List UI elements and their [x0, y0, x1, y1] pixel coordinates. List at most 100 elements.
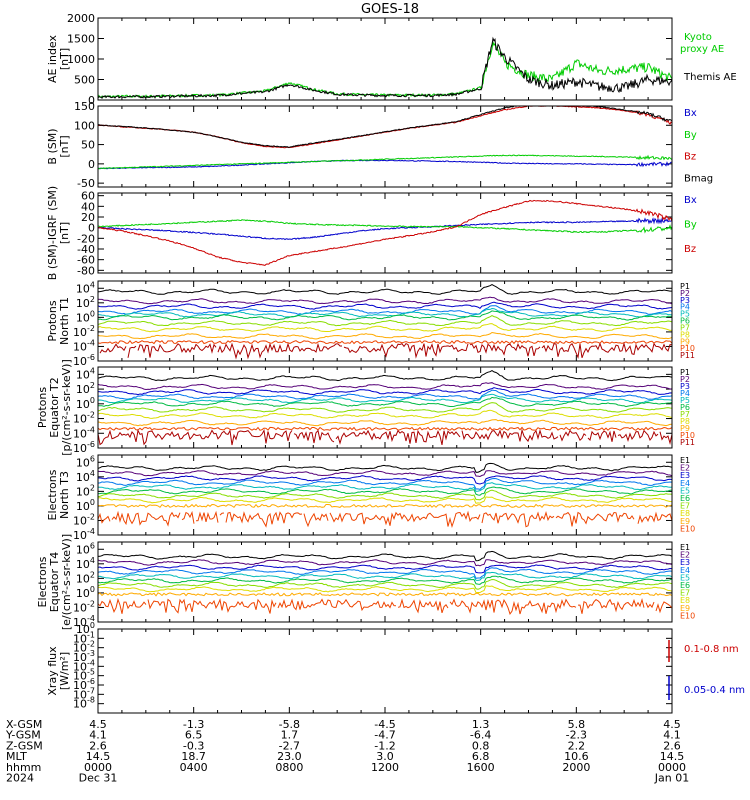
- legend-p7: P7: [680, 410, 690, 419]
- channel-line-p8: [98, 409, 672, 419]
- legend-e7: E7: [680, 502, 690, 511]
- y-axis-label: [nT]: [58, 222, 71, 244]
- legend-bz: Bz: [684, 244, 696, 255]
- channel-line-p7: [98, 402, 672, 413]
- y-tick-label: 20: [81, 211, 95, 224]
- ephemeris-value: 4.1: [663, 729, 681, 742]
- channel-line-e8: [98, 585, 672, 594]
- ephemeris-value: 1.3: [472, 718, 490, 731]
- ephemeris-value: 6.5: [185, 729, 203, 742]
- legend-p9: P9: [680, 424, 690, 433]
- ephemeris-value: -0.3: [183, 739, 204, 752]
- y-axis-label: B (SM)-IGRF (SM): [46, 186, 59, 280]
- y-tick-label: 10-3: [73, 649, 95, 664]
- y-tick-label: 100: [76, 396, 95, 411]
- legend-kyoto: Kyoto proxy AE: [680, 32, 724, 55]
- ephemeris-value: -6.4: [470, 729, 491, 742]
- legend-xray-1: 0.05-0.4 nm: [684, 685, 745, 696]
- series-lines: [98, 284, 672, 360]
- ephemeris-value: 23.0: [277, 750, 302, 763]
- panel-frame: [97, 366, 673, 449]
- channel-line-e1: [98, 462, 672, 473]
- y-tick-label: 100: [76, 309, 95, 324]
- legend-e5: E5: [680, 486, 690, 495]
- legend-by: By: [684, 220, 697, 231]
- panel-frame: [97, 454, 673, 536]
- legend-p3: P3: [680, 382, 690, 391]
- legend-e6: E6: [680, 581, 690, 590]
- ephemeris-value: 0800: [275, 761, 303, 774]
- legend-e3: E3: [680, 471, 690, 480]
- legend-p8: P8: [680, 417, 690, 426]
- channel-line-p1: [98, 370, 672, 382]
- legend-p5: P5: [680, 396, 690, 405]
- channel-line-p3: [98, 301, 672, 310]
- legend-bz: Bz: [684, 152, 696, 163]
- channel-line-p5: [98, 307, 672, 318]
- legend-e10: E10: [680, 611, 695, 620]
- y-tick-label: 10-4: [73, 527, 95, 542]
- y-tick-label: 10-4: [73, 614, 95, 629]
- y-tick-label: 10-8: [73, 696, 95, 711]
- legend-p1: P1: [680, 368, 690, 377]
- channel-line-e9: [98, 592, 672, 597]
- y-tick-label: 10-6: [73, 440, 95, 455]
- ephemeris-value: -4.5: [374, 718, 395, 731]
- legend-p11: P11: [680, 351, 695, 360]
- ephemeris-value: 14.5: [660, 750, 685, 763]
- y-tick-label: 106: [76, 454, 95, 469]
- legend-e4: E4: [680, 479, 690, 488]
- legend-xray-0: 0.1-0.8 nm: [684, 644, 739, 655]
- y-tick-label: 40: [81, 200, 95, 213]
- legend-p7: P7: [680, 323, 690, 332]
- legend-e3: E3: [680, 558, 690, 567]
- series-line-bz: [98, 199, 672, 266]
- legend-e10: E10: [680, 524, 695, 533]
- channel-line-p11: [99, 341, 672, 360]
- legend-p2: P2: [680, 375, 690, 384]
- y-axis-label: [p/(cm²-s-sr-keV)]: [60, 359, 73, 456]
- channel-line-e9: [98, 503, 672, 509]
- y-tick-label: 10-4: [73, 338, 95, 353]
- legend-e1: E1: [680, 543, 690, 552]
- y-tick-label: 102: [76, 381, 95, 396]
- channel-line-p5: [98, 393, 672, 404]
- y-axis-label: Xray flux: [46, 646, 59, 696]
- series-line-by: [98, 154, 672, 170]
- ephemeris-value: 18.7: [181, 750, 206, 763]
- y-tick-label: -40: [77, 243, 95, 256]
- y-axis-label: [W/m²]: [58, 652, 71, 690]
- ephemeris-value: -2.7: [279, 739, 300, 752]
- ephemeris-value: 2000: [562, 761, 590, 774]
- channel-line-p2: [98, 296, 672, 305]
- legend-e9: E9: [680, 517, 690, 526]
- ephemeris-value: 10.6: [564, 750, 589, 763]
- channel-line-e5: [98, 482, 672, 492]
- ephemeris-value: 4.1: [89, 729, 107, 742]
- series-line-kyoto-proxy-ae: [98, 41, 672, 99]
- y-tick-label: -60: [77, 254, 95, 267]
- legend-e5: E5: [680, 573, 690, 582]
- channel-line-e3: [98, 564, 672, 574]
- y-tick-label: -20: [77, 232, 95, 245]
- channel-line-p8: [98, 323, 672, 333]
- ephemeris-value: 0.8: [472, 739, 490, 752]
- ephemeris-row-label: hhmm: [6, 761, 41, 774]
- y-tick-label: 10-7: [73, 686, 95, 701]
- y-tick-label: -50: [77, 177, 95, 190]
- y-tick-label: 150: [74, 100, 95, 113]
- ephemeris-value: Dec 31: [79, 772, 118, 785]
- y-axis-label: North T3: [58, 471, 71, 519]
- legend-p2: P2: [680, 289, 690, 298]
- legend-p6: P6: [680, 403, 690, 412]
- y-tick-label: 100: [74, 119, 95, 132]
- series-lines: [98, 199, 672, 266]
- y-tick-label: 10-4: [73, 658, 95, 673]
- y-tick-label: 50: [81, 139, 95, 152]
- y-tick-label: 102: [76, 570, 95, 585]
- channel-line-p7: [98, 315, 672, 327]
